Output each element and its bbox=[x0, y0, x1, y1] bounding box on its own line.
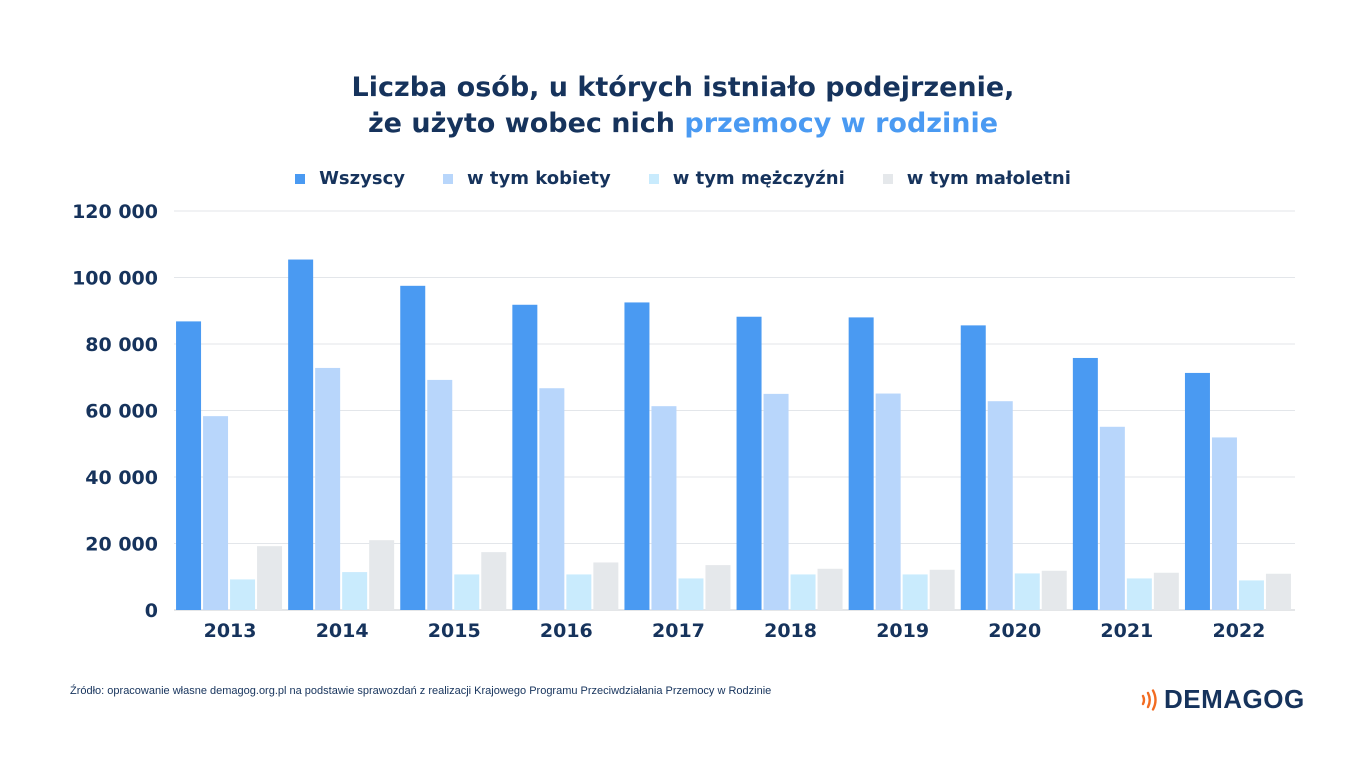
bar bbox=[512, 304, 538, 610]
legend-label-wszyscy: Wszyscy bbox=[319, 168, 405, 189]
bar bbox=[566, 574, 592, 610]
x-tick-label: 2017 bbox=[652, 620, 705, 642]
bar bbox=[960, 325, 986, 610]
bar bbox=[342, 572, 368, 610]
chart-title: Liczba osób, u których istniało podejrze… bbox=[0, 70, 1366, 142]
x-tick-label: 2018 bbox=[764, 620, 817, 642]
bar bbox=[624, 302, 650, 610]
bar bbox=[481, 552, 507, 610]
x-tick-label: 2015 bbox=[428, 620, 481, 642]
source-note: Źródło: opracowanie własne demagog.org.p… bbox=[70, 685, 772, 697]
bar bbox=[1211, 437, 1237, 610]
bar bbox=[651, 406, 677, 610]
bar bbox=[593, 562, 619, 610]
bar bbox=[1153, 572, 1179, 610]
bar bbox=[1072, 357, 1098, 610]
bar bbox=[315, 367, 341, 610]
bar bbox=[1014, 573, 1040, 610]
bar bbox=[848, 317, 874, 610]
demagog-logo: DEMAGOG bbox=[1140, 684, 1305, 715]
bar bbox=[1126, 578, 1152, 610]
bar bbox=[736, 316, 762, 610]
bar bbox=[1184, 372, 1210, 610]
legend-swatch-mezczyzni bbox=[648, 173, 659, 184]
chart-legend: Wszyscy w tym kobiety w tym mężczyźni w … bbox=[0, 168, 1366, 189]
sound-waves-icon bbox=[1141, 688, 1157, 711]
x-tick-label: 2014 bbox=[316, 620, 369, 642]
x-tick-label: 2022 bbox=[1213, 620, 1266, 642]
bar bbox=[1265, 573, 1291, 610]
y-tick-label: 20 000 bbox=[85, 534, 158, 556]
bar bbox=[427, 379, 453, 610]
x-tick-label: 2019 bbox=[876, 620, 929, 642]
chart-title-line1: Liczba osób, u których istniało podejrze… bbox=[351, 72, 1015, 103]
bar bbox=[400, 285, 426, 610]
bar bbox=[790, 574, 816, 610]
y-tick-label: 60 000 bbox=[85, 401, 158, 423]
bar bbox=[454, 574, 480, 610]
legend-label-kobiety: w tym kobiety bbox=[466, 168, 611, 189]
bar bbox=[176, 321, 202, 610]
legend-label-maloletni: w tym małoletni bbox=[906, 168, 1071, 189]
x-tick-label: 2013 bbox=[204, 620, 257, 642]
y-tick-label: 80 000 bbox=[85, 334, 158, 356]
x-tick-label: 2016 bbox=[540, 620, 593, 642]
bar bbox=[257, 546, 283, 610]
chart-title-highlight: przemocy w rodzinie bbox=[684, 108, 999, 139]
chart-title-line2: że użyto wobec nich przemocy w rodzinie bbox=[0, 106, 1366, 142]
legend-swatch-wszyscy bbox=[295, 173, 306, 184]
legend-item-mezczyzni: w tym mężczyźni bbox=[648, 168, 845, 189]
bar bbox=[875, 393, 901, 610]
bar bbox=[230, 579, 256, 610]
bar bbox=[1238, 580, 1264, 610]
legend-label-mezczyzni: w tym mężczyźni bbox=[672, 168, 845, 189]
bar bbox=[678, 578, 704, 610]
legend-item-maloletni: w tym małoletni bbox=[882, 168, 1071, 189]
y-tick-label: 0 bbox=[145, 600, 158, 622]
legend-item-kobiety: w tym kobiety bbox=[442, 168, 611, 189]
x-tick-label: 2021 bbox=[1100, 620, 1153, 642]
y-tick-label: 120 000 bbox=[72, 201, 158, 223]
bar bbox=[987, 401, 1013, 610]
bar bbox=[705, 565, 731, 610]
x-tick-label: 2020 bbox=[988, 620, 1041, 642]
chart-title-line2-prefix: że użyto wobec nich bbox=[367, 108, 685, 139]
logo-text: DEMAGOG bbox=[1164, 684, 1305, 714]
y-tick-label: 100 000 bbox=[72, 268, 158, 290]
y-tick-label: 40 000 bbox=[85, 467, 158, 489]
bar bbox=[902, 574, 928, 610]
bar bbox=[1099, 426, 1125, 610]
legend-item-wszyscy: Wszyscy bbox=[295, 168, 405, 189]
bar bbox=[929, 569, 955, 610]
bar bbox=[288, 259, 314, 610]
bar bbox=[817, 568, 843, 610]
bar bbox=[369, 540, 395, 610]
bar bbox=[203, 416, 229, 610]
legend-swatch-maloletni bbox=[882, 173, 893, 184]
legend-swatch-kobiety bbox=[442, 173, 453, 184]
bar bbox=[1041, 570, 1067, 610]
bar bbox=[539, 388, 565, 610]
bar bbox=[763, 393, 789, 610]
